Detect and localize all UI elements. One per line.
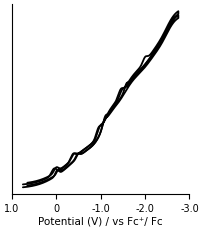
X-axis label: Potential (V) / vs Fc⁺/ Fc: Potential (V) / vs Fc⁺/ Fc — [38, 217, 162, 227]
